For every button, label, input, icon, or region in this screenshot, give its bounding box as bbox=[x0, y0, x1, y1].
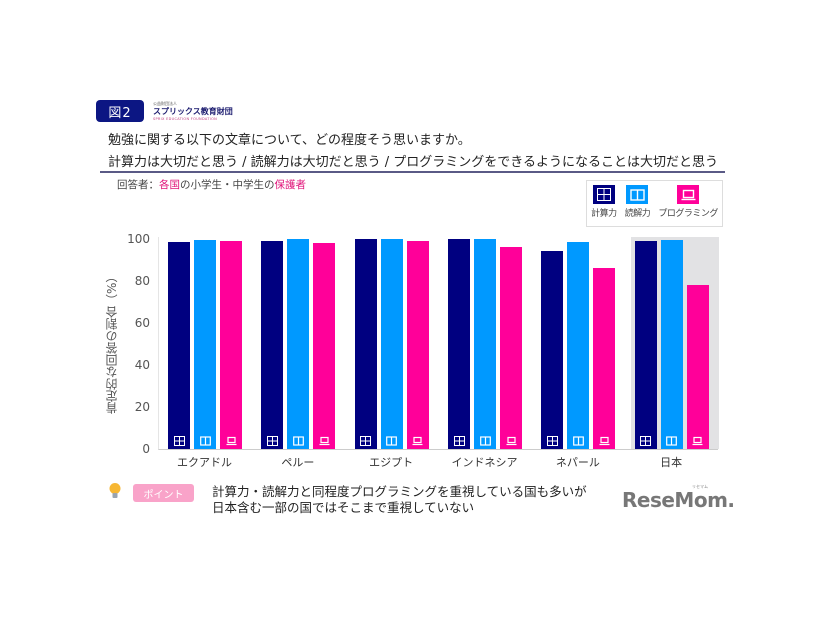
y-axis-tick: 100 bbox=[127, 232, 150, 246]
bar bbox=[261, 241, 284, 449]
resemom-logo: ReseMom. bbox=[622, 488, 735, 512]
respondent-note: 回答者：各国の小学生・中学生の保護者 bbox=[117, 177, 306, 192]
bar bbox=[474, 239, 496, 449]
org-name-en: SPRIX EDUCATION FOUNDATION bbox=[153, 117, 218, 121]
lightbulb-icon bbox=[108, 482, 122, 500]
summary-text: 計算力・読解力と同程度プログラミングを重視している国も多いが 日本含む一部の国で… bbox=[212, 484, 587, 516]
bar bbox=[313, 243, 336, 449]
question-text: 勉強に関する以下の文章について、どの程度そう思いますか。 bbox=[108, 133, 471, 148]
legend-item-calculation: 計算力 bbox=[591, 185, 617, 219]
respondent-prefix: 回答者： bbox=[117, 179, 159, 191]
bar bbox=[500, 247, 522, 449]
x-axis-label: ネパール bbox=[555, 456, 600, 469]
y-axis-tick: 80 bbox=[134, 274, 150, 288]
bar bbox=[168, 242, 190, 449]
y-axis-tick: 60 bbox=[134, 316, 150, 330]
bar bbox=[541, 250, 564, 449]
title-underline bbox=[100, 171, 725, 173]
bar bbox=[448, 239, 470, 449]
org-type: 公益財団法人 bbox=[153, 101, 177, 106]
respondent-middle: の小学生・中学生の bbox=[180, 179, 275, 191]
bar bbox=[567, 242, 590, 449]
bar bbox=[593, 268, 616, 449]
org-name: スプリックス教育財団 bbox=[153, 107, 233, 116]
bar bbox=[287, 239, 310, 449]
bar bbox=[406, 241, 429, 449]
x-axis-label: エジプト bbox=[369, 456, 414, 469]
y-axis-tick: 0 bbox=[142, 442, 150, 456]
laptop-icon bbox=[677, 185, 700, 204]
y-axis-tick: 40 bbox=[134, 358, 150, 372]
organization-logo: 公益財団法人 スプリックス教育財団 SPRIX EDUCATION FOUNDA… bbox=[153, 101, 233, 122]
y-axis-tick: 20 bbox=[134, 400, 150, 414]
x-axis-label: エクアドル bbox=[177, 456, 232, 469]
statements-text: 計算力は大切だと思う / 読解力は大切だと思う / プログラミングをできるように… bbox=[108, 155, 719, 170]
bar-chart-plot-area bbox=[158, 237, 719, 450]
bar bbox=[660, 239, 683, 449]
x-axis-label: 日本 bbox=[660, 456, 683, 469]
legend-label: プログラミング bbox=[658, 209, 718, 219]
legend-label: 読解力 bbox=[624, 209, 651, 219]
book-icon bbox=[626, 185, 649, 204]
x-axis-label: インドネシア bbox=[451, 456, 518, 469]
legend-label: 計算力 bbox=[591, 209, 617, 219]
bar bbox=[194, 240, 216, 449]
summary-line-2: 日本含む一部の国ではそこまで重視していない bbox=[212, 500, 475, 515]
calculator-icon bbox=[592, 185, 615, 204]
bar bbox=[354, 239, 377, 449]
respondent-highlight-guardians: 保護者 bbox=[274, 179, 307, 191]
bar bbox=[380, 239, 403, 449]
bar bbox=[220, 241, 242, 449]
bar bbox=[634, 241, 657, 449]
legend-item-programming: プログラミング bbox=[658, 185, 718, 219]
legend-item-reading: 読解力 bbox=[625, 185, 651, 219]
logo-ruby: リセマム bbox=[692, 484, 708, 489]
summary-line-1: 計算力・読解力と同程度プログラミングを重視している国も多いが bbox=[212, 484, 587, 499]
point-badge: ポイント bbox=[133, 484, 194, 502]
chart-legend: 計算力 読解力 プログラミング bbox=[586, 180, 723, 227]
x-axis-label: ペルー bbox=[281, 456, 315, 469]
figure-label-badge: 図2 bbox=[96, 100, 144, 122]
bar bbox=[686, 285, 709, 449]
respondent-highlight-countries: 各国 bbox=[159, 179, 180, 191]
